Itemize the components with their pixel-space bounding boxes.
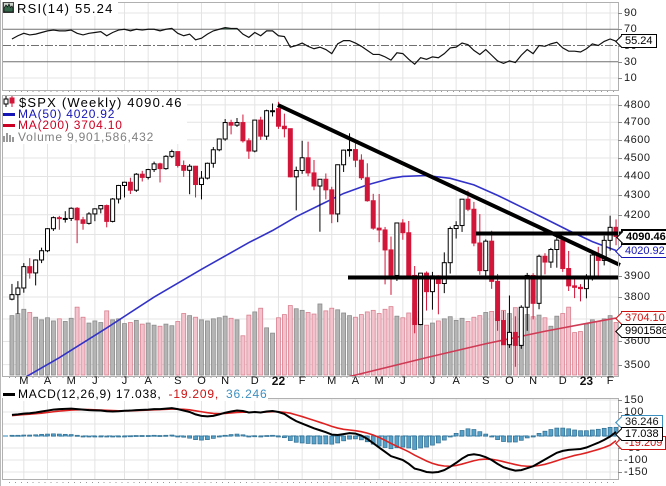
x-axis-label: M bbox=[374, 375, 384, 387]
x-axis-label: J bbox=[121, 375, 128, 387]
axis-tick-label: 10 bbox=[617, 72, 638, 84]
volume-bars-icon bbox=[3, 132, 15, 145]
x-axis-label: J bbox=[429, 375, 436, 387]
axis-tick-label: 4600 bbox=[617, 133, 651, 146]
macd-value-tag: 17.038 bbox=[621, 426, 663, 441]
x-axis-label: D bbox=[250, 375, 259, 387]
x-axis-label: O bbox=[505, 375, 514, 387]
x-axis-label: N bbox=[221, 375, 230, 387]
x-axis-label: O bbox=[197, 375, 206, 387]
ma200-value-tag: 3704.10 bbox=[621, 311, 666, 326]
rsi-indicator-icon bbox=[3, 1, 14, 16]
macd-signal-value: -19.209, bbox=[168, 387, 219, 401]
axis-tick-label: 150 bbox=[618, 394, 644, 406]
x-axis-label: S bbox=[482, 375, 490, 387]
macd-header: MACD(12,26,9) 17.038, -19.209, 36.246 bbox=[3, 387, 268, 401]
ma50-row: MA(50) 4020.92 bbox=[3, 106, 183, 121]
ma50-value-tag: 4020.92 bbox=[621, 243, 666, 258]
x-axis-label: D bbox=[558, 375, 567, 387]
last-price-tag: 4090.46 bbox=[621, 229, 666, 246]
candlestick-icon bbox=[3, 96, 16, 109]
x-axis-label: A bbox=[43, 375, 52, 387]
axis-tick-label: 4500 bbox=[617, 151, 651, 164]
x-axis-label: M bbox=[19, 375, 29, 387]
x-axis-label: 22 bbox=[271, 374, 286, 388]
macd-hist-value: 36.246 bbox=[225, 387, 268, 401]
axis-tick-label: 4700 bbox=[617, 116, 651, 129]
volume-row: Volume 9,901,586,432 bbox=[3, 130, 183, 145]
ma200-label: MA(200) 3704.10 bbox=[18, 118, 123, 132]
rsi-header: RSI(14) 55.24 bbox=[3, 1, 118, 16]
symbol-row: $SPX (Weekly) 4090.46 bbox=[3, 96, 183, 109]
volume-label: Volume 9,901,586,432 bbox=[18, 130, 155, 144]
x-axis-label: A bbox=[452, 375, 460, 387]
x-axis-label: M bbox=[66, 375, 76, 387]
axis-tick-label: 90 bbox=[617, 7, 638, 19]
axis-tick-label: 4800 bbox=[617, 98, 651, 111]
axis-tick-label: 3500 bbox=[617, 358, 651, 371]
x-axis-label: J bbox=[92, 375, 98, 387]
ma50-label: MA(50) 4020.92 bbox=[18, 106, 116, 121]
x-axis-label: A bbox=[144, 375, 152, 387]
axis-tick-label: 3800 bbox=[617, 291, 651, 304]
week-ticks-price bbox=[9, 377, 619, 378]
x-axis-label: F bbox=[606, 375, 614, 387]
price-panel-plot bbox=[2, 95, 647, 377]
rsi-panel-plot bbox=[2, 2, 619, 91]
rsi-header-text: RSI(14) 55.24 bbox=[17, 1, 114, 16]
x-axis-label: M bbox=[327, 375, 337, 387]
symbol-title: $SPX (Weekly) 4090.46 bbox=[19, 94, 183, 110]
week-ticks-rsi bbox=[9, 91, 619, 92]
axis-tick-label: 70 bbox=[617, 23, 638, 36]
axis-tick-label: -100 bbox=[617, 454, 649, 466]
axis-tick-label: 4200 bbox=[617, 208, 651, 221]
week-ticks-macd bbox=[9, 482, 619, 483]
x-axis-label: 23 bbox=[579, 374, 594, 388]
rsi-value-tag: 55.24 bbox=[621, 34, 657, 49]
x-axis-label: J bbox=[400, 375, 406, 387]
volume-value-tag: 9901586 bbox=[621, 324, 666, 339]
macd-panel-plot bbox=[2, 398, 619, 480]
x-axis-label: N bbox=[529, 375, 538, 387]
x-axis-label: S bbox=[174, 375, 182, 387]
macd-hist-tag: 36.246 bbox=[621, 415, 663, 430]
axis-tick-label: 4400 bbox=[617, 170, 651, 183]
macd-line-icon bbox=[3, 392, 15, 396]
axis-tick-label: 4300 bbox=[617, 189, 651, 202]
axis-tick-label: 3600 bbox=[617, 335, 651, 348]
ma50-line-icon bbox=[3, 112, 15, 116]
x-axis-label: F bbox=[298, 375, 306, 387]
axis-tick-label: 30 bbox=[617, 55, 638, 68]
x-axis-label: A bbox=[351, 375, 360, 387]
price-header: $SPX (Weekly) 4090.46 MA(50) 4020.92 MA(… bbox=[3, 96, 187, 144]
axis-tick-label: 3900 bbox=[617, 269, 651, 282]
ma200-row: MA(200) 3704.10 bbox=[3, 118, 183, 132]
ma200-line-icon bbox=[3, 124, 15, 128]
axis-tick-label: -150 bbox=[617, 466, 649, 478]
macd-label: MACD(12,26,9) 17.038, bbox=[18, 387, 162, 401]
